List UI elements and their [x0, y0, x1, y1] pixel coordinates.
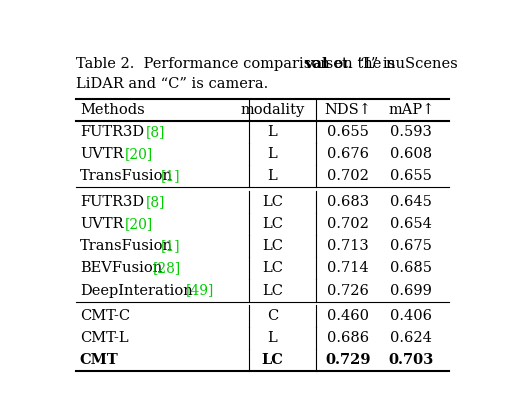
Text: FUTR3D: FUTR3D — [80, 125, 144, 139]
Text: 0.702: 0.702 — [327, 217, 369, 231]
Text: 0.675: 0.675 — [390, 239, 432, 253]
Text: 0.676: 0.676 — [327, 147, 369, 161]
Text: LC: LC — [262, 353, 283, 368]
Text: 0.683: 0.683 — [327, 195, 369, 209]
Text: UVTR: UVTR — [80, 217, 123, 231]
Text: L: L — [267, 331, 277, 345]
Text: 0.713: 0.713 — [327, 239, 369, 253]
Text: 0.645: 0.645 — [390, 195, 432, 209]
Text: 0.726: 0.726 — [327, 283, 369, 297]
Text: LC: LC — [262, 261, 283, 275]
Text: Table 2.  Performance comparison on the nuScenes: Table 2. Performance comparison on the n… — [76, 57, 462, 71]
Text: 0.608: 0.608 — [390, 147, 432, 161]
Text: L: L — [267, 147, 277, 161]
Text: val: val — [304, 57, 328, 71]
Text: 0.686: 0.686 — [327, 331, 369, 345]
Text: [1]: [1] — [161, 239, 181, 253]
Text: LC: LC — [262, 283, 283, 297]
Text: [8]: [8] — [145, 125, 165, 139]
Text: 0.729: 0.729 — [325, 353, 371, 368]
Text: 0.703: 0.703 — [389, 353, 434, 368]
Text: LiDAR and “C” is camera.: LiDAR and “C” is camera. — [76, 77, 268, 91]
Text: CMT-L: CMT-L — [80, 331, 129, 345]
Text: 0.702: 0.702 — [327, 169, 369, 183]
Text: set. “L” is: set. “L” is — [321, 57, 395, 71]
Text: [28]: [28] — [153, 261, 181, 275]
Text: 0.655: 0.655 — [390, 169, 432, 183]
Text: L: L — [267, 125, 277, 139]
Text: 0.699: 0.699 — [390, 283, 432, 297]
Text: 0.685: 0.685 — [390, 261, 432, 275]
Text: 0.714: 0.714 — [327, 261, 369, 275]
Text: DeepInteration: DeepInteration — [80, 283, 193, 297]
Text: Methods: Methods — [80, 103, 144, 117]
Text: NDS↑: NDS↑ — [324, 103, 371, 117]
Text: 0.460: 0.460 — [327, 309, 369, 323]
Text: [49]: [49] — [186, 283, 215, 297]
Text: LC: LC — [262, 217, 283, 231]
Text: [20]: [20] — [125, 147, 153, 161]
Text: 0.655: 0.655 — [327, 125, 369, 139]
Text: [8]: [8] — [145, 195, 165, 209]
Text: L: L — [267, 169, 277, 183]
Text: LC: LC — [262, 195, 283, 209]
Text: LC: LC — [262, 239, 283, 253]
Text: 0.654: 0.654 — [390, 217, 432, 231]
Text: FUTR3D: FUTR3D — [80, 195, 144, 209]
Text: 0.593: 0.593 — [390, 125, 432, 139]
Text: UVTR: UVTR — [80, 147, 123, 161]
Text: 0.624: 0.624 — [390, 331, 432, 345]
Text: mAP↑: mAP↑ — [388, 103, 434, 117]
Text: modality: modality — [240, 103, 305, 117]
Text: 0.406: 0.406 — [390, 309, 432, 323]
Text: [1]: [1] — [161, 169, 181, 183]
Text: CMT: CMT — [80, 353, 119, 368]
Text: TransFusion: TransFusion — [80, 239, 173, 253]
Text: TransFusion: TransFusion — [80, 169, 173, 183]
Text: C: C — [267, 309, 278, 323]
Text: [20]: [20] — [125, 217, 153, 231]
Text: CMT-C: CMT-C — [80, 309, 130, 323]
Text: BEVFusion: BEVFusion — [80, 261, 162, 275]
